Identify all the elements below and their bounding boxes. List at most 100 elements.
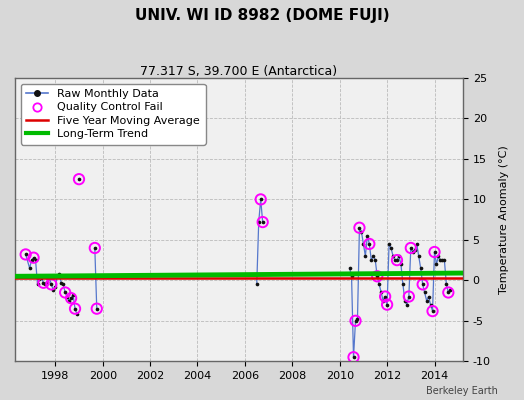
Point — [350, 354, 358, 360]
Point — [405, 293, 413, 300]
Point — [365, 241, 374, 247]
Point — [47, 281, 56, 288]
Point — [401, 297, 409, 304]
Y-axis label: Temperature Anomaly (°C): Temperature Anomaly (°C) — [499, 145, 509, 294]
Point — [393, 257, 401, 263]
Point — [399, 281, 407, 288]
Point — [21, 251, 30, 258]
Point — [365, 241, 374, 247]
Point — [45, 275, 53, 281]
Point — [434, 253, 443, 259]
Point — [397, 261, 405, 267]
Point — [419, 281, 427, 288]
Point — [395, 253, 403, 259]
Text: Berkeley Earth: Berkeley Earth — [426, 386, 498, 396]
Point — [21, 251, 30, 258]
Point — [436, 257, 445, 263]
Point — [391, 257, 399, 263]
Point — [427, 302, 435, 308]
Point — [373, 273, 381, 280]
Title: 77.317 S, 39.700 E (Antarctica): 77.317 S, 39.700 E (Antarctica) — [140, 65, 337, 78]
Point — [353, 316, 362, 322]
Point — [43, 279, 51, 285]
Point — [257, 196, 265, 203]
Point — [444, 289, 453, 296]
Point — [37, 275, 46, 281]
Point — [409, 249, 417, 255]
Point — [53, 273, 61, 280]
Point — [430, 249, 439, 255]
Point — [39, 280, 48, 286]
Point — [428, 308, 436, 314]
Point — [419, 281, 427, 288]
Point — [361, 253, 369, 259]
Point — [444, 289, 453, 296]
Point — [389, 253, 397, 259]
Point — [355, 224, 364, 231]
Point — [393, 257, 401, 263]
Point — [49, 287, 58, 293]
Point — [420, 289, 429, 296]
Point — [350, 354, 358, 360]
Point — [351, 318, 359, 324]
Point — [424, 293, 433, 300]
Point — [71, 306, 79, 312]
Point — [405, 293, 413, 300]
Point — [381, 293, 389, 300]
Point — [71, 306, 79, 312]
Legend: Raw Monthly Data, Quality Control Fail, Five Year Moving Average, Long-Term Tren: Raw Monthly Data, Quality Control Fail, … — [20, 84, 205, 145]
Point — [377, 289, 385, 296]
Point — [383, 302, 391, 308]
Point — [371, 257, 379, 263]
Point — [412, 241, 421, 247]
Point — [367, 257, 376, 263]
Point — [438, 257, 446, 263]
Point — [430, 249, 439, 255]
Point — [414, 253, 423, 259]
Point — [407, 245, 415, 251]
Point — [417, 265, 425, 272]
Point — [402, 302, 411, 308]
Point — [428, 308, 436, 314]
Point — [440, 257, 449, 263]
Point — [34, 281, 42, 288]
Point — [75, 176, 83, 182]
Point — [63, 293, 71, 300]
Point — [55, 271, 63, 277]
Point — [253, 281, 261, 288]
Point — [93, 306, 101, 312]
Point — [67, 295, 75, 301]
Point — [359, 241, 368, 247]
Point — [432, 261, 441, 267]
Point — [73, 311, 81, 318]
Point — [61, 289, 69, 296]
Point — [407, 245, 415, 251]
Point — [65, 297, 73, 304]
Point — [35, 276, 43, 282]
Point — [258, 219, 267, 225]
Point — [75, 176, 83, 182]
Point — [383, 302, 391, 308]
Point — [93, 306, 101, 312]
Point — [381, 293, 389, 300]
Point — [57, 280, 66, 286]
Point — [47, 281, 56, 288]
Point — [411, 246, 419, 253]
Point — [59, 281, 68, 288]
Point — [51, 284, 60, 290]
Point — [442, 281, 451, 288]
Point — [351, 318, 359, 324]
Point — [363, 233, 372, 239]
Point — [375, 281, 384, 288]
Point — [347, 273, 356, 280]
Point — [27, 257, 36, 263]
Point — [258, 219, 267, 225]
Point — [31, 257, 40, 263]
Text: UNIV. WI ID 8982 (DOME FUJI): UNIV. WI ID 8982 (DOME FUJI) — [135, 8, 389, 23]
Point — [345, 265, 354, 272]
Point — [26, 265, 34, 272]
Point — [41, 281, 50, 288]
Point — [67, 295, 75, 301]
Point — [422, 297, 431, 304]
Point — [369, 253, 377, 259]
